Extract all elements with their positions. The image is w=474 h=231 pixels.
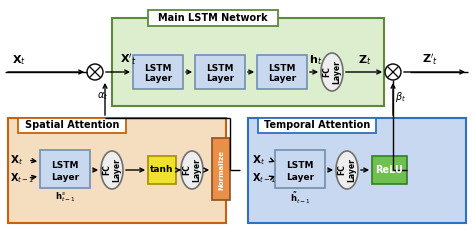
Text: $\mathbf{X}_{t-1}$: $\mathbf{X}_{t-1}$ xyxy=(252,171,276,185)
Bar xyxy=(8,118,226,223)
Text: FC
Layer: FC Layer xyxy=(337,158,357,182)
Bar xyxy=(133,55,183,89)
Text: $\mathbf{Z}_t$: $\mathbf{Z}_t$ xyxy=(358,53,372,67)
Bar xyxy=(195,55,245,89)
Text: $\beta_t$: $\beta_t$ xyxy=(395,90,406,104)
Bar xyxy=(40,150,90,188)
Text: $\mathbf{X}_{t-1}$: $\mathbf{X}_{t-1}$ xyxy=(10,171,34,185)
Text: Spatial Attention: Spatial Attention xyxy=(25,121,119,131)
Text: Layer: Layer xyxy=(51,173,79,182)
Ellipse shape xyxy=(321,53,343,91)
Text: LSTM: LSTM xyxy=(268,64,296,73)
Bar xyxy=(258,118,376,133)
Bar xyxy=(148,10,278,26)
Text: FC
Layer: FC Layer xyxy=(102,158,122,182)
Bar xyxy=(18,118,126,133)
Text: tanh: tanh xyxy=(150,165,174,174)
Text: LSTM: LSTM xyxy=(286,161,314,170)
Text: FC
Layer: FC Layer xyxy=(322,60,342,84)
Text: LSTM: LSTM xyxy=(206,64,234,73)
Text: Temporal Attention: Temporal Attention xyxy=(264,121,370,131)
Text: $\mathbf{X}_t$: $\mathbf{X}_t$ xyxy=(252,153,265,167)
Text: $\mathbf{X}_t$: $\mathbf{X}_t$ xyxy=(10,153,23,167)
Text: $\mathbf{h}^s_{t-1}$: $\mathbf{h}^s_{t-1}$ xyxy=(55,191,75,204)
Ellipse shape xyxy=(336,151,358,189)
Ellipse shape xyxy=(101,151,123,189)
Text: $\alpha_t$: $\alpha_t$ xyxy=(97,90,108,102)
Text: $\mathbf{X}_t$: $\mathbf{X}_t$ xyxy=(12,53,26,67)
Text: $\mathbf{\tilde{h}}_{t-1}$: $\mathbf{\tilde{h}}_{t-1}$ xyxy=(290,191,310,206)
Text: Normalize: Normalize xyxy=(218,150,224,190)
Bar xyxy=(148,156,176,184)
Ellipse shape xyxy=(181,151,203,189)
Text: ReLU: ReLU xyxy=(375,165,403,175)
Text: Layer: Layer xyxy=(144,74,172,83)
Text: $\mathbf{Z}'_t$: $\mathbf{Z}'_t$ xyxy=(422,52,438,67)
Text: Layer: Layer xyxy=(268,74,296,83)
Bar xyxy=(248,118,466,223)
Bar xyxy=(372,156,407,184)
Circle shape xyxy=(87,64,103,80)
Text: Layer: Layer xyxy=(286,173,314,182)
Text: Layer: Layer xyxy=(206,74,234,83)
Bar xyxy=(257,55,307,89)
Text: Main LSTM Network: Main LSTM Network xyxy=(158,13,268,23)
Bar xyxy=(275,150,325,188)
Bar xyxy=(112,18,384,106)
Text: $\mathbf{X}'_t$: $\mathbf{X}'_t$ xyxy=(120,52,137,67)
Circle shape xyxy=(385,64,401,80)
Text: LSTM: LSTM xyxy=(144,64,172,73)
Bar xyxy=(212,138,230,200)
Text: FC
Layer: FC Layer xyxy=(182,158,202,182)
Text: LSTM: LSTM xyxy=(51,161,79,170)
Text: $\mathbf{h}_t$: $\mathbf{h}_t$ xyxy=(309,53,322,67)
